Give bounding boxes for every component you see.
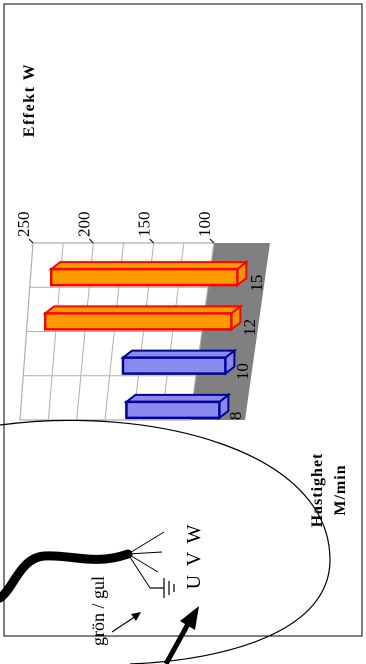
bar <box>121 356 227 375</box>
ground-wire-label: grön / gul <box>88 576 108 646</box>
category-axis-title-line-2: M/min <box>332 464 349 515</box>
chart-bars <box>42 260 250 420</box>
big-pointer-arrow <box>163 622 191 664</box>
category-tick-label: 10 <box>233 363 252 380</box>
ground-symbol <box>150 578 175 598</box>
category-tick-label: 12 <box>240 319 259 336</box>
wire-w <box>127 553 159 573</box>
ground-pointer-arrow <box>111 615 137 633</box>
wiring-illustration: U V W grön / gul <box>0 419 331 664</box>
category-tick-label: 15 <box>247 275 266 292</box>
phase-label: U V W <box>183 523 205 590</box>
cable-loop-outline <box>0 419 331 664</box>
value-axis-title: Effekt W <box>21 63 38 137</box>
value-tick-mark <box>88 238 94 244</box>
cable-thick <box>0 549 133 603</box>
value-tick-label: 250 <box>14 212 33 238</box>
value-tick-label: 100 <box>195 212 214 238</box>
bar <box>125 400 221 420</box>
ground-pointer-arrowhead <box>131 612 141 621</box>
bar <box>43 312 233 331</box>
wire-ground <box>127 553 151 589</box>
value-tick-label: 150 <box>135 212 154 238</box>
value-tick-label: 200 <box>74 212 93 238</box>
wire-u <box>127 531 165 555</box>
value-axis-ticks: 100 150 200 250 <box>14 212 215 244</box>
big-pointer-arrowhead <box>180 606 199 630</box>
wire-v <box>127 551 163 555</box>
chart-floor <box>190 243 270 420</box>
value-tick-mark <box>149 238 155 244</box>
bar <box>49 267 239 287</box>
category-axis-ticks: 8 10 12 15 <box>226 275 266 421</box>
value-tick-mark <box>209 238 215 244</box>
value-tick-mark <box>28 238 34 244</box>
category-axis-title-line-1: Hastighet <box>309 453 326 528</box>
category-tick-label: 8 <box>226 412 245 421</box>
